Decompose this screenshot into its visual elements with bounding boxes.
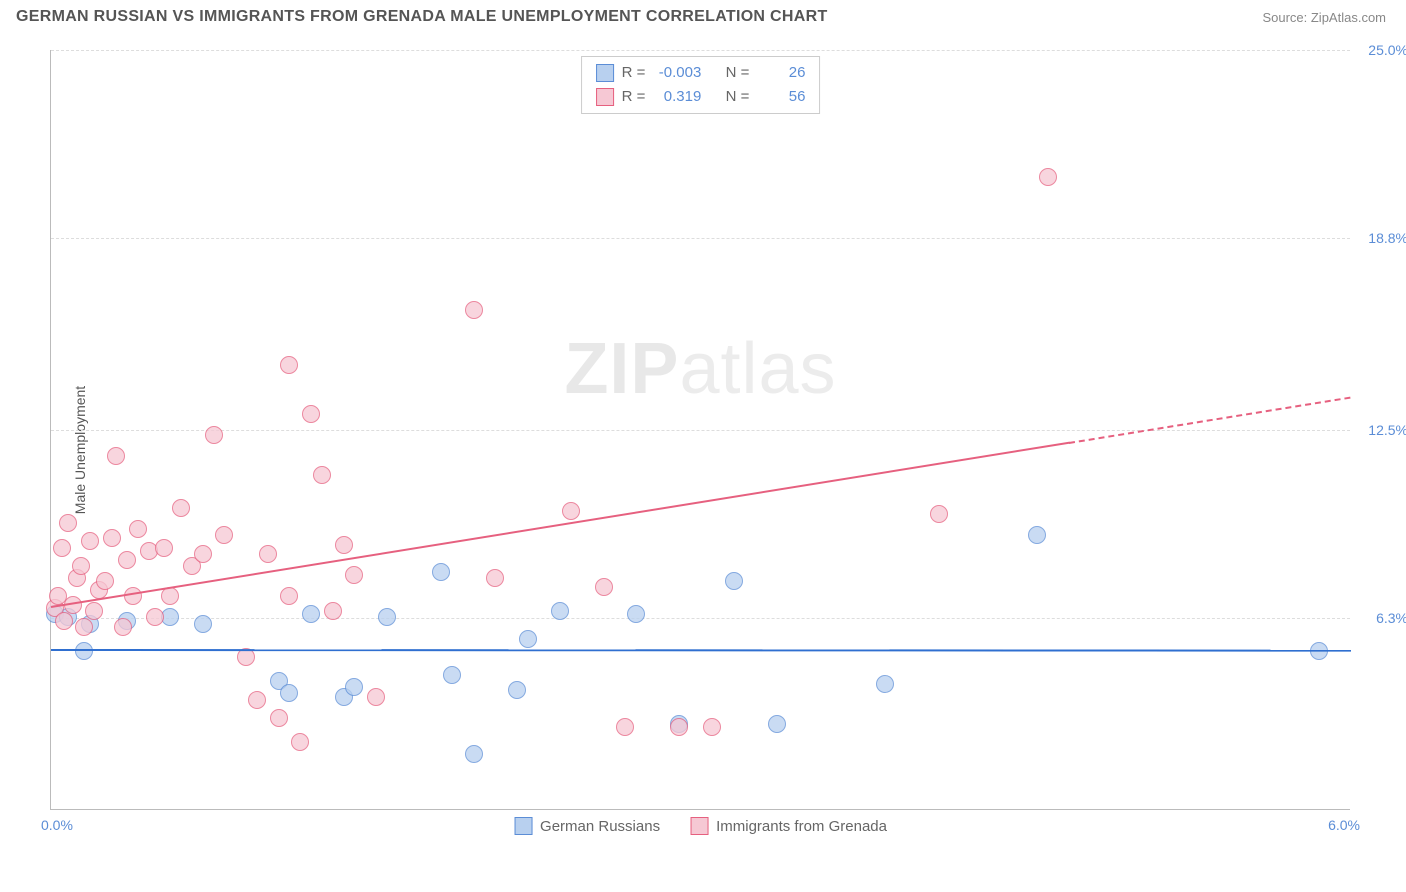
data-point xyxy=(616,718,634,736)
data-point xyxy=(280,684,298,702)
data-point xyxy=(367,688,385,706)
data-point xyxy=(335,536,353,554)
data-point xyxy=(270,709,288,727)
data-point xyxy=(280,587,298,605)
y-tick-label: 12.5% xyxy=(1368,422,1406,438)
data-point xyxy=(930,505,948,523)
legend-series: German Russians Immigrants from Grenada xyxy=(514,817,887,835)
data-point xyxy=(96,572,114,590)
data-point xyxy=(194,615,212,633)
data-point xyxy=(378,608,396,626)
trend-line-dashed xyxy=(1069,397,1351,444)
legend-stat-row: R = -0.003 N = 26 xyxy=(596,61,806,85)
legend-stat-row: R = 0.319 N = 56 xyxy=(596,85,806,109)
data-point xyxy=(53,539,71,557)
data-point xyxy=(465,745,483,763)
grid-line xyxy=(51,50,1350,51)
grid-line xyxy=(51,238,1350,239)
chart-container: Male Unemployment ZIPatlas 0.0% 6.0% R =… xyxy=(50,50,1350,850)
data-point xyxy=(280,356,298,374)
y-tick-label: 6.3% xyxy=(1376,610,1406,626)
legend-stats: R = -0.003 N = 26 R = 0.319 N = 56 xyxy=(581,56,821,114)
data-point xyxy=(72,557,90,575)
x-tick-min: 0.0% xyxy=(41,817,73,833)
grid-line xyxy=(51,618,1350,619)
data-point xyxy=(75,618,93,636)
data-point xyxy=(302,605,320,623)
data-point xyxy=(291,733,309,751)
data-point xyxy=(302,405,320,423)
legend-n-value: 26 xyxy=(757,61,805,85)
data-point xyxy=(1039,168,1057,186)
data-point xyxy=(562,502,580,520)
data-point xyxy=(215,526,233,544)
legend-item: Immigrants from Grenada xyxy=(690,817,887,835)
data-point xyxy=(194,545,212,563)
legend-r-label: R = xyxy=(622,61,646,85)
data-point xyxy=(432,563,450,581)
data-point xyxy=(876,675,894,693)
watermark: ZIPatlas xyxy=(564,328,836,410)
data-point xyxy=(81,532,99,550)
legend-swatch xyxy=(514,817,532,835)
data-point xyxy=(345,566,363,584)
legend-series-label: Immigrants from Grenada xyxy=(716,818,887,835)
trend-line xyxy=(51,442,1070,608)
data-point xyxy=(129,520,147,538)
trend-line xyxy=(51,649,1351,652)
data-point xyxy=(146,608,164,626)
data-point xyxy=(1028,526,1046,544)
legend-series-label: German Russians xyxy=(540,818,660,835)
legend-r-value: 0.319 xyxy=(653,85,701,109)
data-point xyxy=(725,572,743,590)
data-point xyxy=(248,691,266,709)
scatter-plot: ZIPatlas 0.0% 6.0% R =-0.003 N =26R =0.3… xyxy=(50,50,1350,810)
data-point xyxy=(465,301,483,319)
data-point xyxy=(486,569,504,587)
legend-swatch xyxy=(690,817,708,835)
data-point xyxy=(107,447,125,465)
chart-title: GERMAN RUSSIAN VS IMMIGRANTS FROM GRENAD… xyxy=(16,8,828,26)
legend-n-label: N = xyxy=(726,85,750,109)
watermark-atlas: atlas xyxy=(679,329,836,409)
legend-swatch xyxy=(596,88,614,106)
data-point xyxy=(703,718,721,736)
data-point xyxy=(172,499,190,517)
y-tick-label: 18.8% xyxy=(1368,230,1406,246)
watermark-zip: ZIP xyxy=(564,329,679,409)
data-point xyxy=(155,539,173,557)
legend-n-label: N = xyxy=(726,61,750,85)
data-point xyxy=(259,545,277,563)
data-point xyxy=(670,718,688,736)
legend-r-value: -0.003 xyxy=(653,61,701,85)
legend-item: German Russians xyxy=(514,817,660,835)
data-point xyxy=(443,666,461,684)
x-tick-max: 6.0% xyxy=(1328,817,1360,833)
data-point xyxy=(551,602,569,620)
data-point xyxy=(161,587,179,605)
data-point xyxy=(205,426,223,444)
data-point xyxy=(114,618,132,636)
data-point xyxy=(118,551,136,569)
data-point xyxy=(124,587,142,605)
data-point xyxy=(103,529,121,547)
data-point xyxy=(627,605,645,623)
data-point xyxy=(324,602,342,620)
data-point xyxy=(519,630,537,648)
grid-line xyxy=(51,430,1350,431)
data-point xyxy=(313,466,331,484)
y-tick-label: 25.0% xyxy=(1368,42,1406,58)
legend-n-value: 56 xyxy=(757,85,805,109)
data-point xyxy=(345,678,363,696)
data-point xyxy=(595,578,613,596)
data-point xyxy=(85,602,103,620)
legend-swatch xyxy=(596,64,614,82)
legend-r-label: R = xyxy=(622,85,646,109)
data-point xyxy=(59,514,77,532)
chart-source: Source: ZipAtlas.com xyxy=(1262,10,1386,25)
data-point xyxy=(768,715,786,733)
data-point xyxy=(508,681,526,699)
